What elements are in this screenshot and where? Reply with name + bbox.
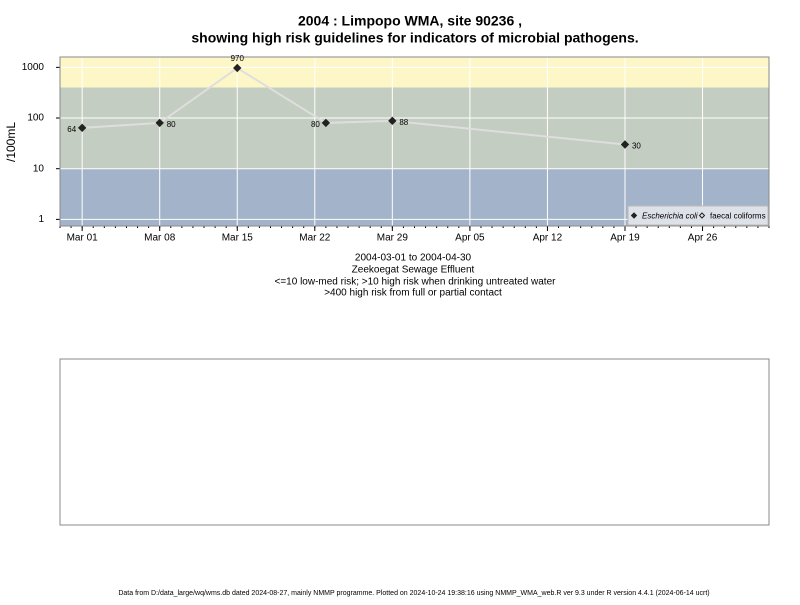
y-tick-label: 1 <box>38 214 44 225</box>
note: 2004-03-01 to 2004-04-30 <box>355 253 472 264</box>
x-tick-label: Apr 26 <box>688 233 718 244</box>
data-label: 88 <box>399 118 408 127</box>
x-tick-label: Mar 01 <box>67 233 99 244</box>
x-tick-label: Mar 15 <box>222 233 254 244</box>
series-line <box>82 66 626 146</box>
data-point <box>620 140 630 149</box>
data-point <box>77 123 87 133</box>
note: >400 high risk from full or partial cont… <box>324 288 502 299</box>
data-point <box>155 118 164 128</box>
risk-band <box>60 87 769 169</box>
x-tick-label: Apr 05 <box>455 233 485 244</box>
data-label: 80 <box>167 120 176 129</box>
plot-frame <box>59 56 770 227</box>
legend-box <box>627 205 769 226</box>
footer: Data from D:/data_large/wq/wms.db dated … <box>118 590 709 597</box>
data-point <box>233 63 242 73</box>
y-tick-label: 1000 <box>22 62 45 73</box>
plot: 1 10 100 1000 Mar 01 Mar 08 Mar 15 Mar 22 Mar 29… <box>22 54 770 244</box>
x-tick-label: Apr 19 <box>610 233 640 244</box>
legend-label: Escherichia coli <box>642 212 698 221</box>
data-point <box>388 116 397 126</box>
legend-label: faecal coliforms <box>710 212 766 221</box>
x-tick-label: Mar 22 <box>299 233 331 244</box>
y-tick-label: 10 <box>33 163 45 174</box>
empty-panel <box>59 358 770 526</box>
legend-marker <box>630 212 638 219</box>
x-tick-label: Mar 29 <box>377 233 409 244</box>
note: <=10 low-med risk; >10 high risk when dr… <box>275 277 557 288</box>
data-label: 80 <box>311 120 320 129</box>
chart-title: 2004 : Limpopo WMA, site 90236 , <box>298 13 522 29</box>
x-tick-label: Apr 12 <box>533 233 563 244</box>
data-point <box>321 118 331 128</box>
data-label: 970 <box>231 54 245 63</box>
chart-subtitle: showing high risk guidelines for indicat… <box>191 30 638 46</box>
data-label: 64 <box>67 125 76 134</box>
x-tick-label: Mar 08 <box>144 233 176 244</box>
y-tick-label: 100 <box>27 113 44 124</box>
data-label: 30 <box>632 142 641 151</box>
note: Zeekoegat Sewage Effluent <box>352 265 475 276</box>
y-axis-label: /100mL <box>4 122 18 162</box>
risk-band <box>60 57 769 88</box>
legend-marker <box>698 212 706 219</box>
